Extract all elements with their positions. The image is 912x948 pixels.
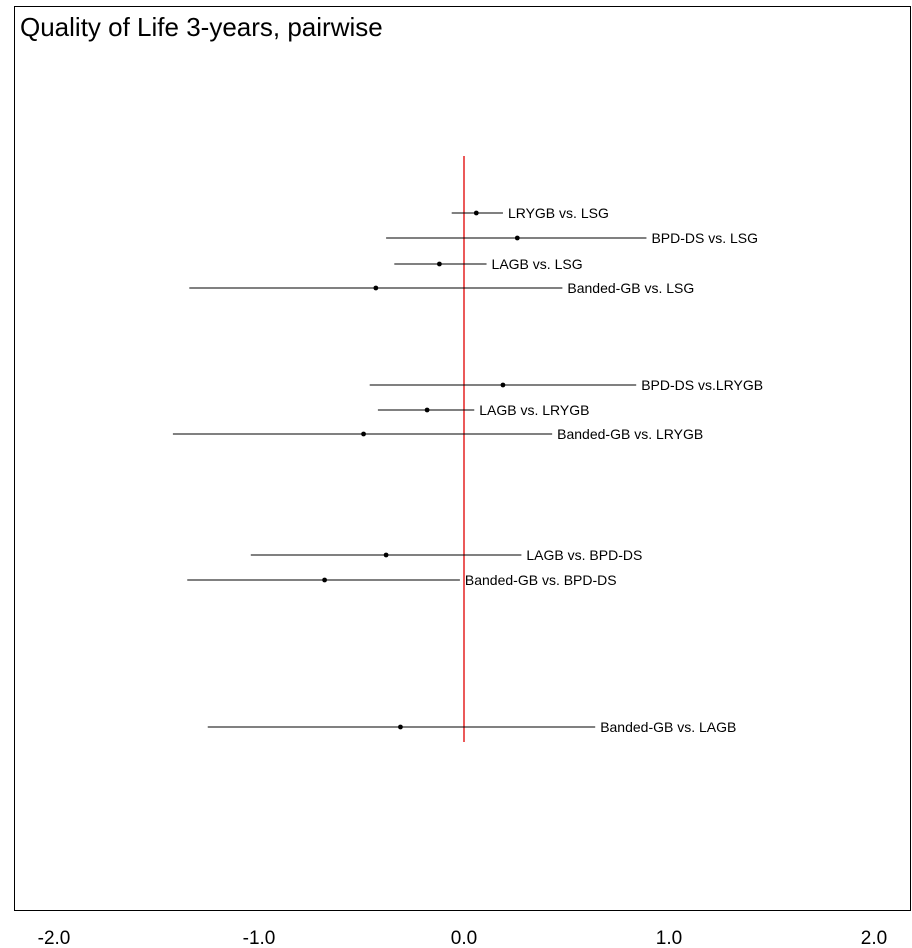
point-estimate	[514, 235, 520, 241]
point-estimate	[322, 577, 327, 583]
comparison-label: LAGB vs. LSG	[492, 256, 583, 272]
comparison-label: LAGB vs. BPD-DS	[526, 547, 642, 563]
point-estimate	[473, 210, 479, 216]
x-axis-tick-labels: -2.0 -1.0 0.0 1.0 2.0	[38, 928, 888, 948]
x-tick-label: -1.0	[243, 928, 276, 948]
plot-frame	[14, 6, 911, 911]
comparison-label: LAGB vs. LRYGB	[479, 402, 589, 418]
comparison-label: Banded-GB vs. LSG	[567, 280, 694, 296]
point-estimate	[424, 407, 430, 413]
chart-marks: LRYGB vs. LSG BPD-DS vs. LSG LAGB vs. LSG B…	[172, 156, 763, 742]
point-estimate	[500, 382, 506, 388]
comparison-label: LRYGB vs. LSG	[508, 205, 609, 221]
x-tick-label: 0.0	[451, 928, 477, 948]
comparison-label: Banded-GB vs. BPD-DS	[465, 572, 617, 588]
chart-title: Quality of Life 3-years, pairwise	[20, 12, 383, 42]
comparison-label: BPD-DS vs. LSG	[651, 230, 758, 246]
point-estimate	[361, 431, 366, 437]
comparison-label: Banded-GB vs. LAGB	[600, 719, 736, 735]
point-estimate	[437, 261, 442, 267]
point-estimate	[383, 552, 389, 558]
point-estimate	[398, 724, 403, 730]
x-tick-label: -2.0	[38, 928, 71, 948]
comparison-label: BPD-DS vs.LRYGB	[641, 377, 763, 393]
comparison-label: Banded-GB vs. LRYGB	[557, 426, 703, 442]
x-tick-label: 1.0	[656, 928, 682, 948]
point-estimate	[373, 285, 379, 291]
x-tick-label: 2.0	[861, 928, 887, 948]
